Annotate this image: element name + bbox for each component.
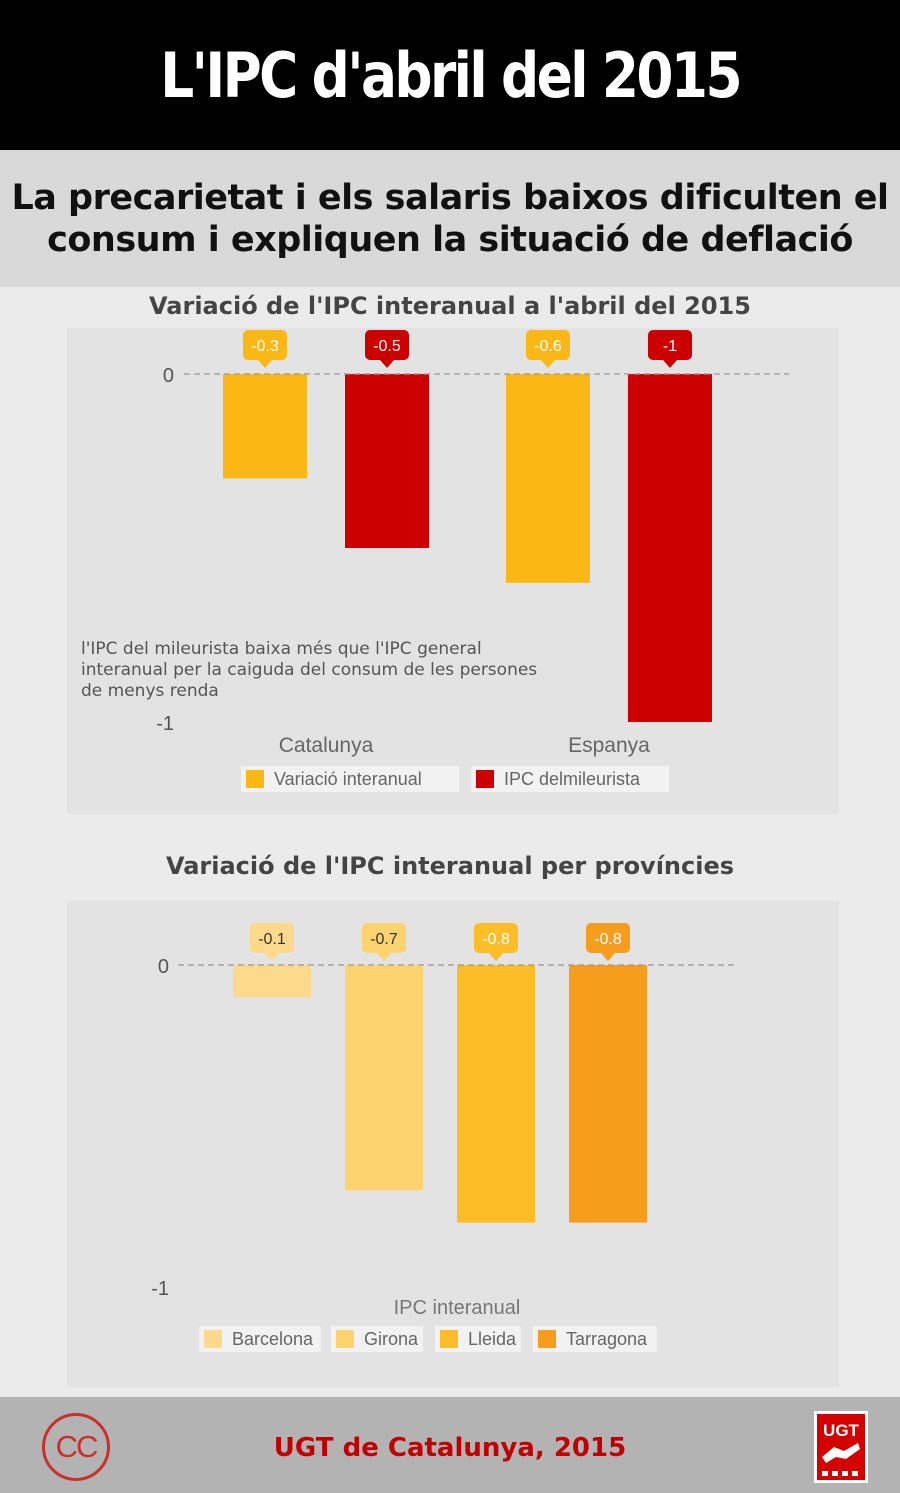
chart2-data-label-2: -0.8 bbox=[482, 931, 510, 948]
chart1-data-label-1-0: -0.6 bbox=[534, 338, 562, 355]
chart1-legend-0-swatch bbox=[246, 770, 264, 788]
cc-icon-text: CC bbox=[55, 1429, 99, 1464]
ugt-logo: UGT bbox=[814, 1411, 868, 1483]
chart1-ytick-0: 0 bbox=[163, 365, 174, 387]
subtitle-band: La precarietat i els salaris baixos difi… bbox=[0, 150, 900, 287]
chart2-bar-3 bbox=[569, 965, 647, 1223]
chart1-bar-1-0 bbox=[506, 374, 590, 583]
chart2-data-label-2-tag bbox=[474, 923, 518, 961]
chart2-panel: 0 -1 -0.1 -0.7 -0.8 -0.8 IPC interanual Barcelo… bbox=[67, 901, 839, 1387]
chart2-legend-0-label: Barcelona bbox=[232, 1329, 314, 1349]
chart2-data-label-1: -0.7 bbox=[370, 931, 398, 948]
footer: CC UGT de Catalunya, 2015 UGT bbox=[0, 1397, 900, 1493]
page-subtitle: La precarietat i els salaris baixos difi… bbox=[11, 177, 889, 260]
chart2-xlabel: IPC interanual bbox=[394, 1297, 521, 1319]
chart2-bar-1 bbox=[345, 965, 423, 1191]
chart1-category-1: Espanya bbox=[568, 734, 650, 757]
chart2-ytick-1: -1 bbox=[151, 1278, 169, 1300]
chart1-panel: 0 -1 -0.3 -0.5 Catalunya -0.6 -1 Espanya Variaci… bbox=[67, 328, 839, 814]
chart2-data-label-1-tag bbox=[362, 923, 406, 961]
chart1-bar-0-1 bbox=[345, 374, 429, 548]
chart1-category-0: Catalunya bbox=[279, 734, 374, 757]
chart1-legend-0-bg bbox=[241, 766, 459, 792]
chart2-data-label-0: -0.1 bbox=[258, 931, 286, 948]
chart2-svg: 0 -1 -0.1 -0.7 -0.8 -0.8 IPC interanual Barcelo… bbox=[151, 923, 737, 1352]
chart2-data-label-0-tag bbox=[250, 923, 294, 961]
chart1-data-label-1-1: -1 bbox=[663, 338, 677, 355]
chart2-legend-1-swatch bbox=[336, 1330, 354, 1348]
chart1-legend-1-label: IPC delmileurista bbox=[504, 769, 641, 789]
chart2-bar-0 bbox=[233, 965, 311, 998]
chart1-bar-0-0 bbox=[223, 374, 307, 479]
chart1-title: Variació de l'IPC interanual a l'abril d… bbox=[149, 292, 751, 320]
chart2-data-label-3: -0.8 bbox=[594, 931, 622, 948]
chart2-legend-1-label: Girona bbox=[364, 1329, 419, 1349]
chart1-data-label-0-1: -0.5 bbox=[373, 338, 401, 355]
chart2-legend-2-label: Lleida bbox=[468, 1329, 517, 1349]
chart1-annotation: l'IPC del mileurista baixa més que l'IPC… bbox=[81, 639, 538, 701]
chart1-legend-1-swatch bbox=[476, 770, 494, 788]
page-title: L'IPC d'abril del 2015 bbox=[160, 38, 742, 112]
chart1-data-label-0-1-tag bbox=[365, 330, 409, 368]
chart1-legend-0-label: Variació interanual bbox=[274, 769, 422, 789]
creative-commons-icon: CC bbox=[42, 1413, 110, 1481]
chart1-svg: 0 -1 -0.3 -0.5 Catalunya -0.6 -1 Espanya Variaci… bbox=[156, 330, 789, 792]
chart2-legend-3-swatch bbox=[538, 1330, 556, 1348]
ugt-logo-text: UGT bbox=[823, 1421, 860, 1440]
chart1-data-label-1-0-tag bbox=[526, 330, 570, 368]
chart1-data-label-1-1-tag bbox=[648, 330, 692, 368]
chart1-data-label-0-0: -0.3 bbox=[251, 338, 279, 355]
chart2-bar-2 bbox=[457, 965, 535, 1223]
chart2-data-label-3-tag bbox=[586, 923, 630, 961]
chart2-legend-3-label: Tarragona bbox=[566, 1329, 648, 1349]
chart2-title: Variació de l'IPC interanual per provínc… bbox=[165, 852, 735, 880]
chart1-data-label-0-0-tag bbox=[243, 330, 287, 368]
footer-credit: UGT de Catalunya, 2015 bbox=[273, 1433, 627, 1463]
chart1-legend-1-bg bbox=[471, 766, 669, 792]
chart1-bar-1-1 bbox=[628, 374, 712, 722]
chart1-ytick-1: -1 bbox=[156, 713, 174, 735]
header: L'IPC d'abril del 2015 bbox=[0, 0, 900, 150]
chart2-legend-2-swatch bbox=[440, 1330, 458, 1348]
chart2-legend-0-swatch bbox=[204, 1330, 222, 1348]
chart2-ytick-0: 0 bbox=[158, 956, 169, 978]
